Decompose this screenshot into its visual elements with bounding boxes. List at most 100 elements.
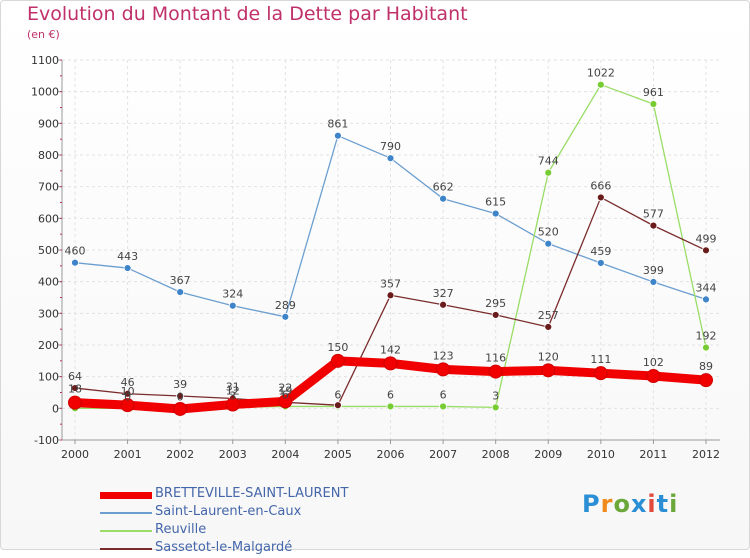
legend-swatch-saint-laurent	[100, 512, 152, 514]
data-point-0	[330, 353, 345, 368]
x-tick-label: 2010	[587, 448, 615, 461]
data-point-1	[596, 259, 605, 267]
data-point-3	[176, 392, 185, 400]
data-point-1	[123, 264, 132, 272]
data-label-2: 744	[538, 155, 559, 168]
data-point-1	[544, 239, 553, 248]
data-label-3: 19	[278, 384, 292, 397]
data-label-2: 6	[387, 388, 394, 401]
data-label-1: 324	[222, 288, 243, 301]
data-point-1	[491, 209, 500, 218]
data-label-0: 22	[278, 381, 292, 394]
data-label-3: 39	[173, 378, 187, 391]
y-tick-label: 900	[38, 117, 59, 130]
data-point-1	[439, 194, 447, 203]
x-tick-label: 2007	[429, 448, 457, 461]
y-tick-label: 200	[38, 339, 59, 352]
data-point-2	[491, 403, 500, 412]
data-label-1: 861	[327, 118, 348, 131]
data-label-2: 961	[643, 86, 664, 99]
data-point-2	[544, 168, 553, 177]
x-tick-label: 2012	[692, 448, 720, 461]
data-point-0	[278, 394, 293, 409]
legend-swatch-bretteville	[100, 492, 152, 499]
y-tick-label: 600	[38, 212, 59, 225]
data-label-2: 3	[229, 389, 236, 402]
data-label-1: 399	[643, 264, 664, 277]
data-label-0: 150	[327, 341, 348, 354]
data-label-0: 10	[121, 385, 135, 398]
data-label-1: 790	[380, 140, 401, 153]
data-point-3	[702, 246, 710, 255]
legend-label-saint-laurent: Saint-Laurent-en-Caux	[155, 504, 302, 519]
y-tick-label: 800	[38, 149, 59, 162]
legend-swatch-sassetot	[100, 548, 152, 550]
data-label-3: 31	[226, 381, 240, 394]
data-point-1	[228, 301, 237, 310]
data-point-0	[699, 373, 713, 388]
y-tick-label: -100	[34, 434, 59, 447]
data-point-0	[68, 395, 82, 410]
data-label-3: 666	[590, 179, 611, 192]
data-label-0: 111	[590, 353, 611, 366]
data-label-2: 6	[440, 388, 447, 401]
data-label-1: 443	[117, 250, 138, 263]
data-label-3: 577	[643, 208, 664, 221]
y-tick-label: 1100	[31, 54, 59, 67]
data-point-0	[646, 369, 661, 384]
x-tick-label: 2011	[639, 448, 667, 461]
logo-letter: i	[647, 490, 657, 518]
data-label-1: 520	[538, 226, 559, 239]
y-tick-label: 0	[52, 402, 59, 415]
x-tick-label: 2003	[219, 448, 247, 461]
x-tick-label: 2008	[482, 448, 510, 461]
data-point-3	[596, 193, 605, 202]
y-tick-label: 400	[38, 276, 59, 289]
data-point-1	[334, 131, 342, 140]
logo-letter: x	[630, 490, 648, 518]
data-point-0	[120, 398, 135, 413]
data-point-3	[491, 311, 500, 319]
data-point-3	[334, 401, 342, 410]
y-tick-label: 500	[38, 244, 59, 257]
data-point-1	[71, 258, 79, 267]
data-point-2	[702, 343, 710, 352]
data-label-1: 367	[170, 274, 191, 287]
data-point-0	[436, 362, 451, 377]
data-label-3: 499	[696, 232, 717, 245]
data-point-0	[173, 401, 188, 416]
data-label-2: 1022	[587, 67, 615, 80]
data-label-0: 142	[380, 343, 401, 356]
data-label-0: 18	[68, 383, 82, 396]
y-tick-label: 1000	[31, 86, 59, 99]
logo-letter: r	[600, 490, 614, 518]
x-tick-label: 2001	[114, 448, 142, 461]
data-label-1: 289	[275, 299, 296, 312]
data-label-2: 0	[124, 390, 131, 403]
legend-swatch-reuville	[100, 530, 152, 532]
x-tick-label: 2002	[166, 448, 194, 461]
data-point-2	[649, 100, 658, 108]
data-point-0	[225, 397, 240, 412]
data-point-0	[488, 364, 503, 379]
data-label-2: 3	[492, 389, 499, 402]
data-point-2	[596, 80, 605, 89]
data-label-2: 6	[282, 388, 289, 401]
legend-label-reuville: Reuville	[155, 522, 207, 537]
data-label-0: 116	[485, 352, 506, 365]
data-point-2	[439, 402, 447, 411]
data-label-3: 64	[68, 370, 82, 383]
chart-subtitle: (en €)	[27, 28, 60, 41]
data-point-3	[386, 291, 395, 300]
data-point-0	[383, 356, 398, 371]
legend-label-bretteville: BRETTEVILLE-SAINT-LAURENT	[155, 486, 349, 501]
data-label-0: 123	[433, 349, 454, 362]
data-label-3: 327	[433, 287, 454, 300]
data-point-1	[176, 288, 185, 297]
x-tick-label: 2005	[324, 448, 352, 461]
data-label-1: 615	[485, 196, 506, 209]
data-point-1	[649, 278, 658, 286]
data-label-3: 257	[538, 309, 559, 322]
data-label-3: 46	[121, 376, 135, 389]
